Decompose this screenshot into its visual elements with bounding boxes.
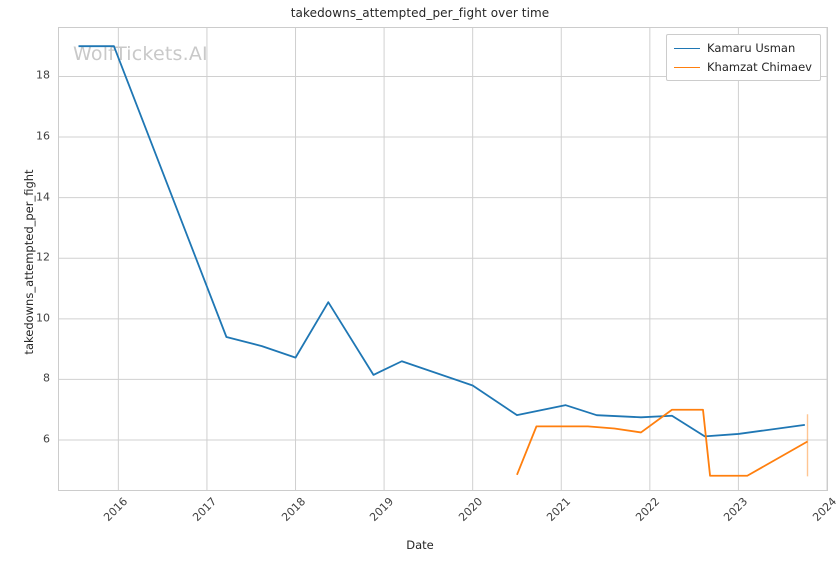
y-tick-label: 6 bbox=[43, 432, 50, 446]
x-tick-label: 2017 bbox=[190, 495, 220, 524]
watermark-layer: WolfTickets.AI bbox=[59, 28, 827, 490]
legend-label-kamaru-usman: Kamaru Usman bbox=[707, 41, 796, 55]
watermark-text: WolfTickets.AI bbox=[73, 43, 208, 65]
x-tick-label: 2016 bbox=[101, 495, 131, 524]
legend-swatch-khamzat-chimaev bbox=[674, 66, 701, 68]
grid-layer bbox=[59, 28, 827, 490]
x-tick-label: 2019 bbox=[367, 495, 397, 524]
x-tick-label: 2023 bbox=[721, 495, 751, 524]
x-tick-label: 2022 bbox=[633, 495, 663, 524]
y-tick-label: 18 bbox=[36, 68, 50, 82]
y-tick-label: 14 bbox=[36, 190, 50, 204]
legend-item-kamaru-usman[interactable]: Kamaru Usman bbox=[674, 40, 812, 56]
series-line bbox=[78, 45, 805, 438]
chart-title: takedowns_attempted_per_fight over time bbox=[290, 6, 550, 20]
x-tick-label: 2021 bbox=[544, 495, 574, 524]
x-axis-label: Date bbox=[406, 538, 434, 552]
x-tick-label: 2018 bbox=[278, 495, 308, 524]
legend-label-khamzat-chimaev: Khamzat Chimaev bbox=[707, 60, 812, 74]
legend: Kamaru Usman Khamzat Chimaev bbox=[666, 34, 821, 81]
y-tick-label: 10 bbox=[36, 311, 50, 325]
x-tick-label: 2024 bbox=[810, 495, 840, 524]
series-layer bbox=[78, 45, 809, 477]
series-line bbox=[516, 408, 808, 477]
y-tick-label: 12 bbox=[36, 250, 50, 264]
plot-area: WolfTickets.AI Kamaru Usman Khamzat Chim… bbox=[58, 27, 828, 491]
x-tick-label: 2020 bbox=[455, 495, 485, 524]
legend-swatch-kamaru-usman bbox=[674, 47, 701, 49]
legend-item-khamzat-chimaev[interactable]: Khamzat Chimaev bbox=[674, 59, 812, 75]
y-tick-label: 8 bbox=[43, 371, 50, 385]
y-tick-label: 16 bbox=[36, 129, 50, 143]
